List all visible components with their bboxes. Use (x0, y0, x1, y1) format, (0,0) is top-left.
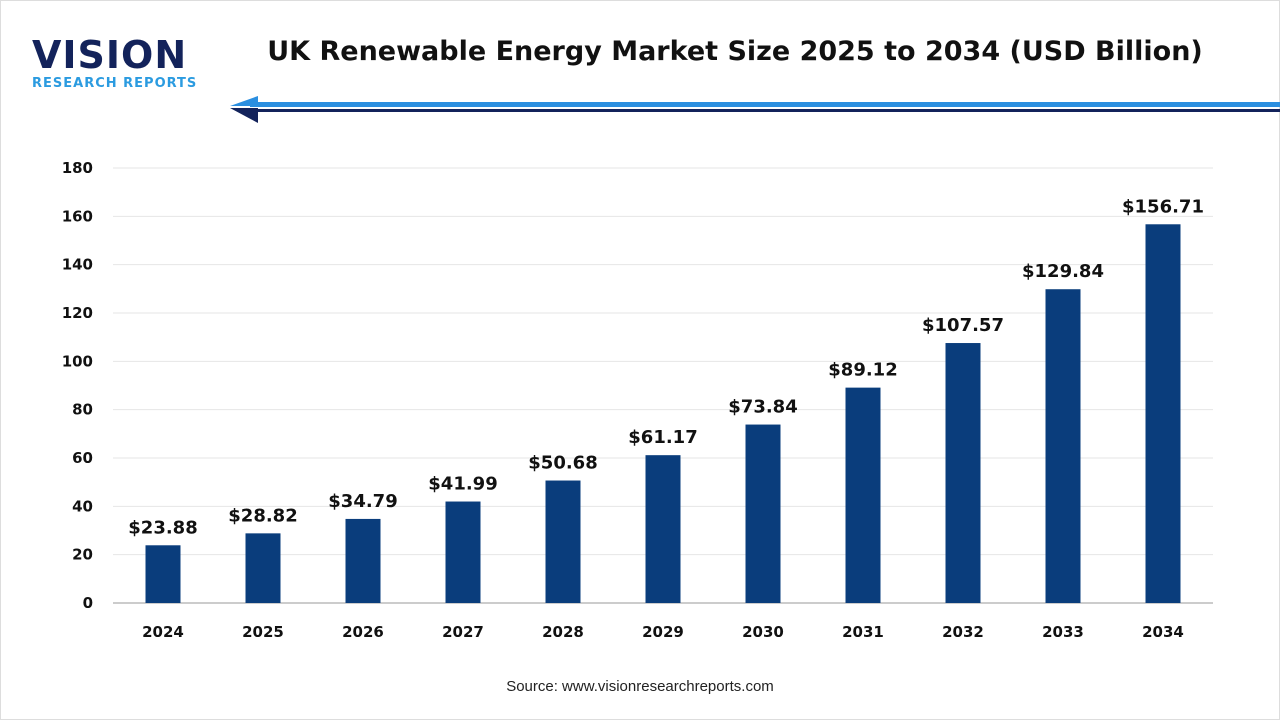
header-arrow (230, 96, 1280, 123)
y-tick-label: 0 (83, 594, 93, 612)
data-label: $129.84 (1022, 261, 1104, 282)
x-tick-label: 2029 (642, 623, 684, 641)
x-tick-label: 2026 (342, 623, 384, 641)
x-tick-label: 2028 (542, 623, 584, 641)
x-tick-label: 2033 (1042, 623, 1084, 641)
y-tick-label: 20 (72, 546, 93, 564)
bar (245, 533, 281, 603)
bar (945, 343, 981, 603)
logo-main: VISION (32, 33, 188, 77)
y-tick-label: 180 (62, 159, 93, 177)
bar (745, 424, 781, 603)
source-note: Source: www.visionresearchreports.com (506, 678, 774, 695)
data-label: $107.57 (922, 315, 1004, 336)
data-label: $41.99 (428, 474, 497, 495)
x-tick-label: 2031 (842, 623, 884, 641)
y-tick-label: 140 (62, 256, 93, 274)
bar (1045, 289, 1081, 603)
x-tick-label: 2024 (142, 623, 184, 641)
data-label: $73.84 (728, 397, 797, 418)
data-label: $28.82 (228, 505, 297, 526)
data-label: $156.71 (1122, 196, 1204, 217)
x-tick-label: 2025 (242, 623, 284, 641)
logo: VISION RESEARCH REPORTS (32, 36, 197, 91)
data-label: $61.17 (628, 427, 697, 448)
y-tick-label: 160 (62, 207, 93, 225)
y-tick-label: 40 (72, 497, 93, 515)
chart-title: UK Renewable Energy Market Size 2025 to … (267, 36, 1203, 67)
logo-sub: RESEARCH REPORTS (32, 76, 198, 91)
y-tick-label: 100 (62, 352, 93, 370)
data-label: $50.68 (528, 453, 597, 474)
y-tick-label: 120 (62, 304, 93, 322)
bar (145, 545, 181, 603)
x-tick-label: 2030 (742, 623, 784, 641)
data-label: $23.88 (128, 517, 197, 538)
bar (445, 501, 481, 603)
x-tick-label: 2034 (1142, 623, 1184, 641)
bar (545, 480, 581, 603)
bar (1145, 224, 1181, 603)
bar (645, 455, 681, 603)
bar (345, 518, 381, 603)
x-tick-label: 2027 (442, 623, 484, 641)
data-label: $34.79 (328, 491, 397, 512)
bar (845, 387, 881, 603)
x-tick-label: 2032 (942, 623, 984, 641)
y-tick-label: 80 (72, 401, 93, 419)
y-tick-label: 60 (72, 449, 93, 467)
data-label: $89.12 (828, 360, 897, 381)
